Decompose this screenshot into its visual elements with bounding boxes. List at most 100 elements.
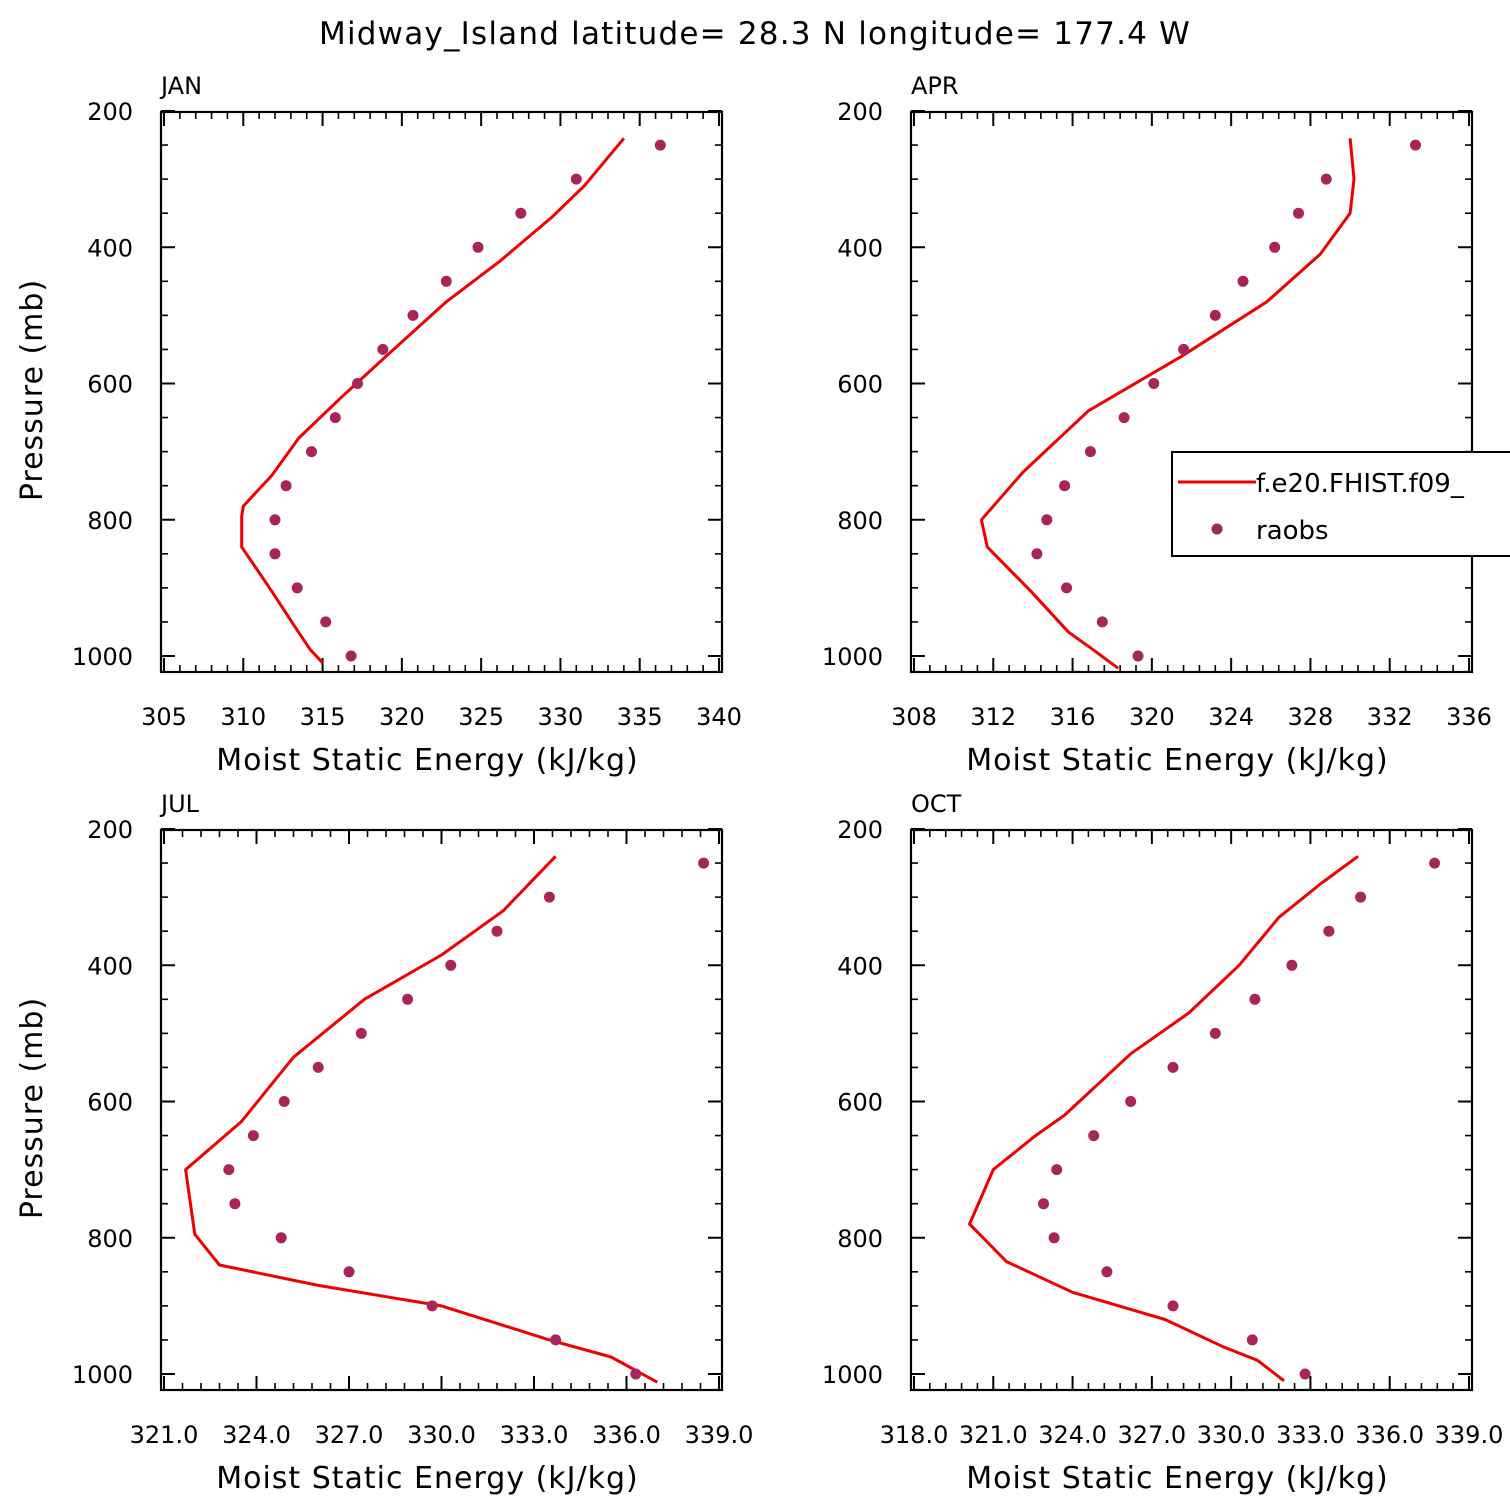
x-tick-label: 324 — [1208, 703, 1254, 731]
x-axis-label: Moist Static Energy (kJ/kg) — [966, 743, 1389, 778]
x-tick-label: 318.0 — [880, 1421, 949, 1449]
raobs-point-jul — [543, 891, 555, 903]
raobs-point-jan — [345, 650, 357, 662]
y-tick-label: 600 — [87, 371, 133, 399]
y-tick-label: 1000 — [822, 1361, 883, 1389]
main-title: Midway_Island latitude= 28.3 N longitude… — [319, 16, 1191, 52]
raobs-point-apr — [1148, 378, 1160, 389]
raobs-point-oct — [1038, 1198, 1049, 1210]
x-tick-label: 340 — [696, 703, 742, 731]
y-tick-label: 400 — [837, 234, 883, 262]
x-tick-label: 315 — [300, 703, 346, 731]
raobs-point-apr — [1178, 343, 1190, 355]
plot-frame-jan — [159, 110, 724, 674]
raobs-point-jan — [320, 616, 332, 628]
model-line-jul — [184, 855, 659, 1384]
panel-jul: JUL 321.0 324.0 327.0 330.0 333.0 336.0 339.0 20… — [15, 790, 753, 1496]
raobs-point-jul — [275, 1232, 287, 1244]
raobs-point-jul — [402, 993, 414, 1005]
x-tick-label: 310 — [220, 703, 266, 731]
panels: JAN 305 310 315 320 325 330 335 340 200 400 600 800 1… — [15, 72, 1503, 1496]
x-tick-label: 330 — [538, 703, 584, 731]
raobs-point-apr — [1059, 480, 1071, 492]
raobs-point-jan — [269, 548, 281, 560]
x-tick-label: 325 — [458, 703, 504, 731]
raobs-point-jul — [223, 1164, 235, 1176]
y-tick-label: 800 — [837, 1225, 883, 1253]
raobs-point-oct — [1429, 857, 1441, 869]
raobs-point-apr — [1118, 412, 1130, 424]
raobs-point-jan — [306, 446, 317, 458]
x-tick-label: 333.0 — [1276, 1421, 1345, 1449]
raobs-point-jul — [247, 1130, 259, 1142]
model-line-apr — [979, 138, 1356, 670]
panel-jan: JAN 305 310 315 320 325 330 335 340 200 400 600 800 1… — [15, 72, 742, 778]
raobs-point-jul — [426, 1300, 438, 1312]
raobs-point-oct — [1246, 1334, 1258, 1346]
y-tick-label: 600 — [87, 1089, 133, 1117]
model-line-oct — [968, 855, 1359, 1382]
legend: f.e20.FHIST.f09_raobs — [1171, 451, 1510, 557]
raobs-point-apr — [1237, 275, 1249, 287]
panel-title-jul: JUL — [159, 790, 200, 818]
x-tick-label: 330.0 — [1197, 1421, 1266, 1449]
x-tick-label: 336 — [1446, 703, 1492, 731]
x-tick-label: 308 — [891, 703, 937, 731]
x-axis-label: Moist Static Energy (kJ/kg) — [216, 1461, 639, 1496]
raobs-point-oct — [1355, 891, 1367, 903]
y-tick-label: 1000 — [72, 643, 133, 671]
raobs-point-oct — [1167, 1300, 1179, 1312]
x-tick-label: 324.0 — [222, 1421, 291, 1449]
raobs-point-jan — [472, 241, 484, 253]
panel-title-oct: OCT — [911, 790, 962, 818]
raobs-point-oct — [1299, 1368, 1311, 1380]
y-tick-label: 800 — [87, 1225, 133, 1253]
y-tick-label: 400 — [87, 952, 133, 980]
y-axis-label: Pressure (mb) — [15, 997, 50, 1219]
x-tick-label: 339.0 — [1435, 1421, 1504, 1449]
y-tick-label: 600 — [837, 371, 883, 399]
x-tick-label: 328 — [1288, 703, 1334, 731]
panel-title-jan: JAN — [159, 72, 202, 100]
legend-dot-swatch — [1211, 523, 1223, 535]
panel-title-apr: APR — [911, 72, 959, 100]
raobs-point-oct — [1286, 959, 1298, 971]
y-tick-label: 200 — [837, 816, 883, 844]
x-tick-label: 324.0 — [1038, 1421, 1107, 1449]
raobs-point-oct — [1249, 993, 1261, 1005]
raobs-point-jul — [491, 925, 503, 937]
raobs-point-oct — [1167, 1061, 1179, 1073]
y-tick-label: 800 — [87, 507, 133, 535]
raobs-point-apr — [1031, 548, 1043, 560]
raobs-point-jan — [407, 309, 419, 321]
raobs-point-jan — [440, 275, 452, 287]
raobs-point-oct — [1048, 1232, 1060, 1244]
raobs-point-jan — [329, 412, 341, 424]
y-tick-label: 200 — [87, 816, 133, 844]
y-axis-label: Pressure (mb) — [15, 279, 50, 501]
x-tick-label: 335 — [617, 703, 663, 731]
raobs-point-apr — [1132, 650, 1144, 662]
panel-apr: APR 308 312 316 320 324 328 332 336 200 400 600 800 1… — [822, 72, 1492, 778]
raobs-point-oct — [1209, 1027, 1221, 1039]
y-tick-label: 400 — [837, 952, 883, 980]
x-tick-label: 336.0 — [1355, 1421, 1424, 1449]
raobs-point-apr — [1410, 139, 1421, 151]
raobs-point-jul — [343, 1266, 355, 1278]
raobs-point-apr — [1293, 207, 1304, 219]
raobs-point-jul — [229, 1198, 241, 1210]
panel-oct: OCT 318.0 321.0 324.0 327.0 330.0 333.0 336.0 33… — [822, 790, 1503, 1496]
raobs-point-apr — [1061, 582, 1073, 594]
x-tick-label: 321.0 — [130, 1421, 199, 1449]
x-tick-label: 316 — [1050, 703, 1096, 731]
model-line-jan — [240, 137, 626, 664]
raobs-point-jul — [312, 1061, 324, 1073]
y-tick-label: 200 — [87, 98, 133, 126]
y-tick-label: 400 — [87, 234, 133, 262]
raobs-point-oct — [1101, 1266, 1113, 1278]
x-axis-label: Moist Static Energy (kJ/kg) — [216, 743, 639, 778]
x-tick-label: 330.0 — [407, 1421, 476, 1449]
raobs-point-apr — [1084, 446, 1096, 458]
raobs-point-oct — [1088, 1130, 1100, 1142]
